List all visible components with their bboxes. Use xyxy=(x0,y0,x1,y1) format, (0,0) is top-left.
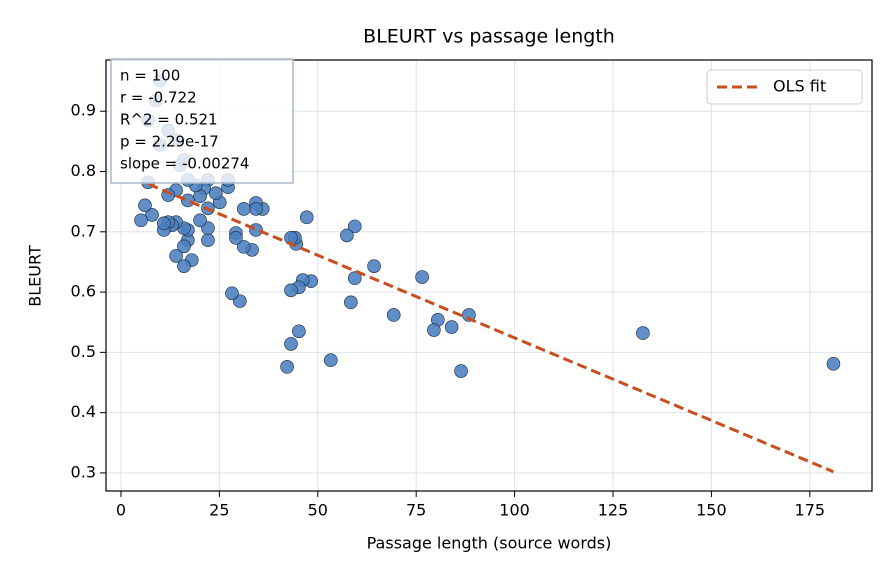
x-axis-label: Passage length (source words) xyxy=(367,534,612,553)
scatter-point xyxy=(427,323,441,337)
scatter-point xyxy=(344,295,358,310)
scatter-point xyxy=(181,193,195,208)
annotation-box xyxy=(110,58,294,184)
y-tick-label: 0.4 xyxy=(71,402,96,421)
scatter-point xyxy=(229,231,243,245)
annotation-line: slope = -0.00274 xyxy=(120,155,249,173)
scatter-point xyxy=(367,259,381,273)
y-tick-label: 0.5 xyxy=(71,342,96,361)
y-tick-label: 0.3 xyxy=(71,462,96,481)
scatter-point xyxy=(454,364,468,378)
y-tick-label: 0.7 xyxy=(71,221,96,240)
y-tick-label: 0.9 xyxy=(71,101,96,120)
annotation-line: p = 2.29e-17 xyxy=(120,133,219,151)
scatter-point xyxy=(209,186,223,201)
x-tick-label: 175 xyxy=(795,501,826,520)
scatter-point xyxy=(177,239,191,254)
x-tick-label: 75 xyxy=(406,501,426,520)
fit-line xyxy=(147,182,835,474)
scatter-point xyxy=(636,326,650,340)
scatter-point xyxy=(193,213,207,228)
x-tick-label: 0 xyxy=(116,501,126,520)
scatter-point xyxy=(157,216,171,231)
annotation-line: R^2 = 0.521 xyxy=(120,111,218,129)
scatter-point xyxy=(145,208,159,222)
y-tick-label: 0.6 xyxy=(71,282,96,301)
legend-label: OLS fit xyxy=(773,77,826,96)
y-tick-label: 0.8 xyxy=(71,161,96,180)
scatter-point xyxy=(462,308,476,322)
scatter-point xyxy=(225,286,239,301)
scatter-point xyxy=(236,202,251,216)
scatter-point xyxy=(340,228,354,243)
scatter-point xyxy=(138,198,152,213)
x-tick-label: 50 xyxy=(308,501,328,520)
scatter-point xyxy=(280,360,294,374)
scatter-point xyxy=(323,353,338,367)
y-axis-label: BLEURT xyxy=(26,245,45,307)
scatter-point xyxy=(284,337,298,351)
scatter-point xyxy=(169,249,183,263)
scatter-point xyxy=(292,324,306,339)
scatter-point xyxy=(444,320,459,334)
scatter-point xyxy=(347,271,362,286)
scatter-point xyxy=(386,308,401,322)
x-tick-label: 150 xyxy=(696,501,727,520)
x-tick-label: 100 xyxy=(499,501,530,520)
plot-frame xyxy=(105,59,873,492)
scatter-point xyxy=(236,240,251,254)
x-tick-label: 25 xyxy=(209,501,229,520)
scatter-point xyxy=(249,202,263,216)
scatter-point xyxy=(134,213,148,228)
scatter-point xyxy=(201,233,215,248)
annotation-line: n = 100 xyxy=(120,67,180,85)
annotation-line: r = -0.722 xyxy=(120,89,197,107)
scatter-point xyxy=(826,357,841,371)
scatter-point xyxy=(347,219,362,234)
chart-title: BLEURT vs passage length xyxy=(363,26,615,48)
x-tick-label: 125 xyxy=(598,501,629,520)
scatter-point xyxy=(415,270,429,284)
scatter-point xyxy=(284,283,298,298)
scatter-point xyxy=(177,259,191,273)
scatter-point xyxy=(299,210,314,225)
overlay: OLS fit n = 100 r = -0.722 R^2 = 0.521 p = 2… xyxy=(110,58,863,184)
legend-box xyxy=(706,69,863,105)
